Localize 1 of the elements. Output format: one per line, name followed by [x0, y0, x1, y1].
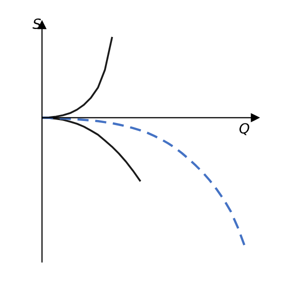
x-axis-title: Q: [239, 123, 250, 136]
